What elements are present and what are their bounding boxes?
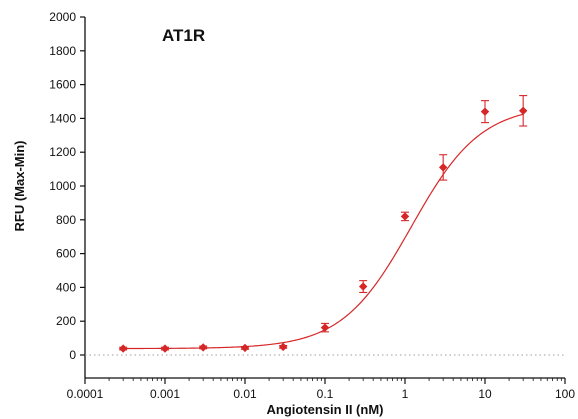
y-tick-label: 200 [56, 314, 76, 328]
data-point [358, 280, 368, 294]
x-tick-label: 1 [402, 387, 409, 401]
y-tick-label: 400 [56, 280, 76, 294]
x-tick-label: 0.1 [317, 387, 334, 401]
data-point [320, 322, 330, 333]
y-tick-label: 2000 [49, 10, 76, 24]
y-ticks: 0 200 400 600 800 1000 1200 1400 1600 1800 2000 [49, 10, 85, 362]
y-tick-label: 600 [56, 247, 76, 261]
data-point [198, 343, 208, 352]
fit-curve [123, 113, 524, 350]
chart-title: AT1R [162, 26, 205, 45]
x-tick-label: 0.0001 [67, 387, 104, 401]
x-tick-label: 0.001 [150, 387, 180, 401]
y-tick-label: 1200 [49, 145, 76, 159]
y-tick-label: 1800 [49, 44, 76, 58]
data-point [400, 211, 410, 222]
data-point [518, 95, 528, 127]
y-axis-title: RFU (Max-Min) [12, 141, 27, 232]
y-tick-label: 1400 [49, 111, 76, 125]
data-points [118, 95, 528, 353]
x-tick-label: 0.01 [233, 387, 257, 401]
y-tick-label: 800 [56, 213, 76, 227]
data-point [480, 100, 490, 124]
data-point [118, 344, 128, 353]
x-axis-title: Angiotensin II (nM) [267, 402, 384, 417]
data-point [240, 343, 250, 353]
x-tick-label: 10 [478, 387, 492, 401]
y-tick-label: 1600 [49, 78, 76, 92]
data-point [278, 342, 288, 352]
y-tick-label: 1000 [49, 179, 76, 193]
data-point [160, 344, 170, 353]
x-ticks: 0.0001 0.001 0.01 0.1 1 10 100 [67, 378, 575, 401]
data-point [438, 154, 448, 181]
x-tick-label: 100 [555, 387, 575, 401]
y-tick-label: 0 [69, 348, 76, 362]
